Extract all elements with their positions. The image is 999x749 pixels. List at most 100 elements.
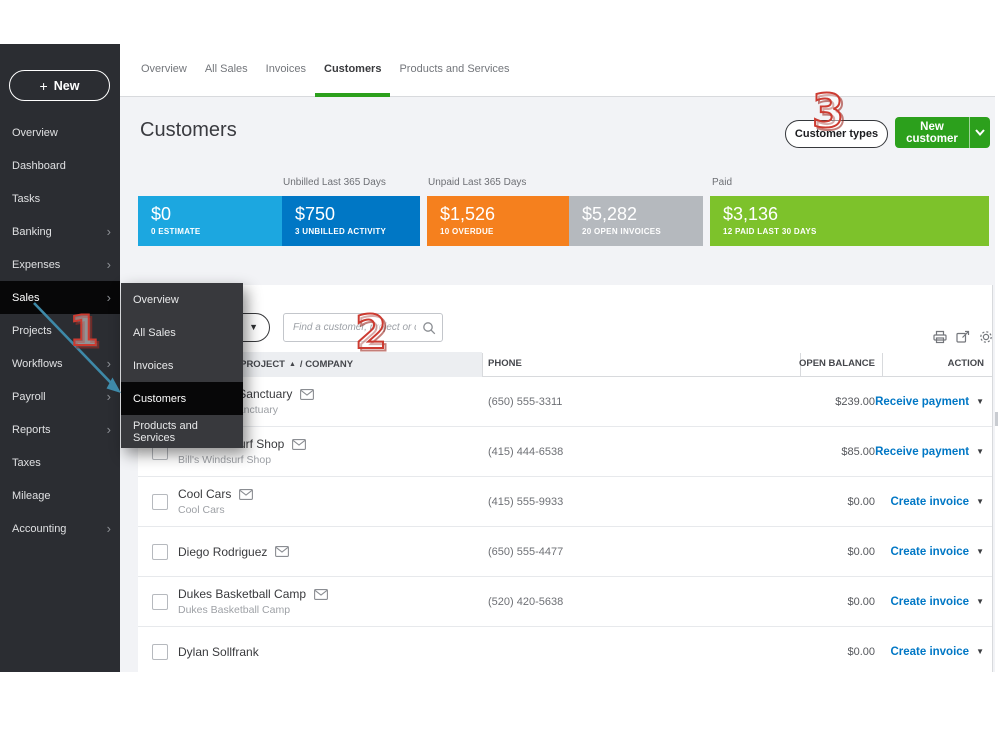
action-link[interactable]: Receive payment — [875, 445, 970, 458]
action-dropdown-icon[interactable]: ▼ — [976, 597, 984, 606]
table-body: Amy's Bird Sanctuary Amy's Bird Sanctuar… — [138, 377, 992, 672]
action-cell: Receive payment ▼ — [875, 427, 984, 476]
table-row[interactable]: Dukes Basketball Camp Dukes Basketball C… — [138, 577, 992, 627]
row-checkbox[interactable] — [152, 544, 168, 560]
button-divider — [969, 117, 970, 148]
tab-label: Products and Services — [399, 62, 510, 75]
table-row[interactable]: Dylan Sollfrank $0.00 Create invoice ▼ — [138, 627, 992, 672]
flyout-item-products-and-services[interactable]: Products and Services — [121, 415, 243, 448]
flyout-item-invoices[interactable]: Invoices — [121, 349, 243, 382]
print-icon[interactable] — [932, 329, 948, 345]
tab-label: Overview — [141, 62, 187, 75]
sidebar-item-dashboard[interactable]: Dashboard — [0, 149, 120, 182]
scrollbar-thumb[interactable] — [995, 412, 998, 426]
customer-company: Dukes Basketball Camp — [178, 604, 291, 616]
action-dropdown-icon[interactable]: ▼ — [976, 397, 984, 406]
new-customer-button[interactable]: New customer — [895, 117, 990, 148]
action-dropdown-icon[interactable]: ▼ — [976, 647, 984, 656]
new-button[interactable]: + New — [9, 70, 110, 101]
money-bar: $0 0 ESTIMATE $750 3 UNBILLED ACTIVITY $… — [138, 196, 989, 246]
tab-label: Invoices — [265, 62, 306, 75]
action-dropdown-icon[interactable]: ▼ — [976, 497, 984, 506]
tab-bar: Overview All Sales Invoices Customers Pr… — [120, 44, 995, 97]
envelope-icon — [239, 488, 254, 500]
customer-cell: Diego Rodriguez — [178, 527, 290, 576]
tab-label: All Sales — [204, 62, 248, 75]
chevron-right-icon: › — [106, 422, 111, 437]
action-cell: Create invoice ▼ — [890, 527, 984, 576]
segment-label: 10 OVERDUE — [440, 227, 494, 236]
chevron-right-icon: › — [106, 356, 111, 371]
moneybar-segment[interactable]: $1,526 10 OVERDUE — [427, 196, 569, 246]
flyout-item-customers[interactable]: Customers — [121, 382, 243, 415]
flyout-item-overview[interactable]: Overview — [121, 283, 243, 316]
column-header-phone: PHONE — [488, 358, 522, 369]
moneybar-group-label: Paid — [712, 177, 733, 188]
customer-types-button[interactable]: Customer types — [785, 120, 888, 148]
sidebar-item-label: Workflows — [12, 357, 63, 370]
table-toolbar — [932, 329, 994, 345]
tab-invoices[interactable]: Invoices — [257, 44, 315, 97]
table-row[interactable]: Bill's Windsurf Shop Bill's Windsurf Sho… — [138, 427, 992, 477]
action-link[interactable]: Create invoice — [890, 645, 970, 658]
customer-name-link[interactable]: Dukes Basketball Camp — [178, 587, 307, 601]
action-dropdown-icon[interactable]: ▼ — [976, 447, 984, 456]
sidebar-item-accounting[interactable]: Accounting › — [0, 512, 120, 545]
sidebar-item-label: Sales — [12, 291, 40, 304]
sidebar-item-banking[interactable]: Banking › — [0, 215, 120, 248]
customer-name-link[interactable]: Cool Cars — [178, 487, 232, 501]
tab-products-and-services[interactable]: Products and Services — [390, 44, 518, 97]
table-row[interactable]: Amy's Bird Sanctuary Amy's Bird Sanctuar… — [138, 377, 992, 427]
moneybar-segment[interactable]: $5,282 20 OPEN INVOICES — [569, 196, 703, 246]
sidebar-item-reports[interactable]: Reports › — [0, 413, 120, 446]
sidebar-item-label: Banking — [12, 225, 52, 238]
export-icon[interactable] — [955, 329, 971, 345]
caret-down-icon: ▼ — [249, 322, 258, 332]
row-checkbox[interactable] — [152, 644, 168, 660]
main-area: Overview All Sales Invoices Customers Pr… — [120, 44, 995, 672]
open-balance-cell: $85.00 — [841, 445, 875, 458]
sidebar-item-tasks[interactable]: Tasks — [0, 182, 120, 215]
customer-name-link[interactable]: Dylan Sollfrank — [178, 644, 259, 659]
flyout-item-label: Invoices — [133, 359, 174, 372]
page-title: Customers — [140, 119, 237, 141]
sidebar-item-sales[interactable]: Sales › — [0, 281, 120, 314]
row-checkbox[interactable] — [152, 494, 168, 510]
gear-icon[interactable] — [978, 329, 994, 345]
table-row[interactable]: Cool Cars Cool Cars (415) 555-9933 $0.00… — [138, 477, 992, 527]
column-header-action: ACTION — [947, 358, 984, 369]
sidebar-item-expenses[interactable]: Expenses › — [0, 248, 120, 281]
new-customer-label: New customer — [906, 120, 958, 145]
moneybar-segment[interactable]: $3,136 12 PAID LAST 30 DAYS — [710, 196, 989, 246]
tab-all-sales[interactable]: All Sales — [196, 44, 257, 97]
sidebar-item-overview[interactable]: Overview — [0, 116, 120, 149]
envelope-icon — [300, 388, 315, 400]
action-link[interactable]: Create invoice — [890, 545, 970, 558]
customer-name-link[interactable]: Diego Rodriguez — [178, 544, 268, 559]
sidebar-item-mileage[interactable]: Mileage — [0, 479, 120, 512]
tab-customers[interactable]: Customers — [315, 44, 391, 97]
action-link[interactable]: Create invoice — [890, 495, 970, 508]
sidebar-item-taxes[interactable]: Taxes — [0, 446, 120, 479]
flyout-item-label: Products and Services — [133, 419, 198, 444]
moneybar-segment[interactable]: $0 0 ESTIMATE — [138, 196, 282, 246]
row-checkbox[interactable] — [152, 594, 168, 610]
action-link[interactable]: Create invoice — [890, 595, 970, 608]
flyout-item-label: All Sales — [133, 326, 176, 339]
flyout-item-all-sales[interactable]: All Sales — [121, 316, 243, 349]
sidebar-item-label: Tasks — [12, 192, 41, 205]
sidebar-item-payroll[interactable]: Payroll › — [0, 380, 120, 413]
action-link[interactable]: Receive payment — [875, 395, 970, 408]
sidebar-item-label: Payroll — [12, 390, 46, 403]
sidebar-item-workflows[interactable]: Workflows › — [0, 347, 120, 380]
flyout-item-label: Customers — [133, 392, 187, 405]
new-customer-dropdown[interactable] — [970, 129, 990, 136]
search-input[interactable] — [284, 314, 442, 341]
table-row[interactable]: Diego Rodriguez (650) 555-4477 $0.00 Cre… — [138, 527, 992, 577]
tab-overview[interactable]: Overview — [132, 44, 196, 97]
segment-label: 20 OPEN INVOICES — [582, 227, 662, 236]
action-dropdown-icon[interactable]: ▼ — [976, 547, 984, 556]
moneybar-segment[interactable]: $750 3 UNBILLED ACTIVITY — [282, 196, 420, 246]
action-cell: Create invoice ▼ — [890, 627, 984, 672]
sidebar-item-projects[interactable]: Projects — [0, 314, 120, 347]
